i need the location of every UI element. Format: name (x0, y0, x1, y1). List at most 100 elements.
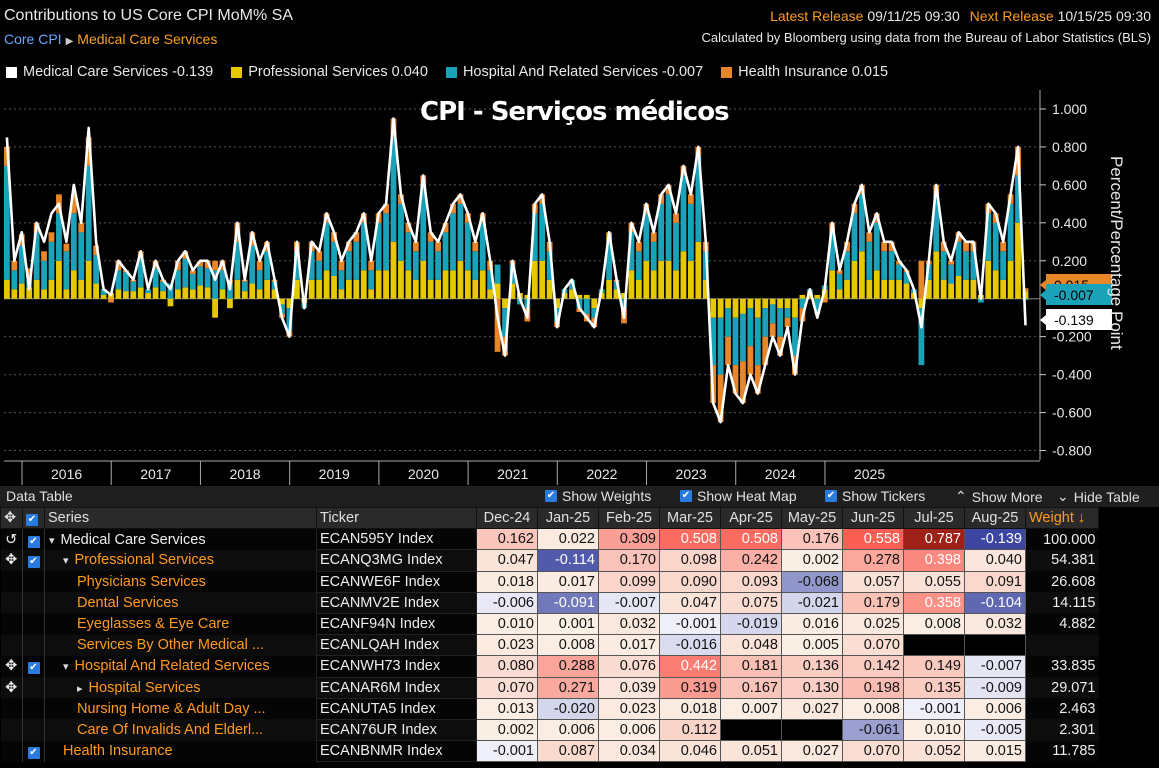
heat-cell[interactable]: 0.057 (842, 570, 904, 593)
heat-cell[interactable]: 0.398 (903, 549, 965, 572)
heat-cell[interactable]: 0.013 (476, 697, 538, 720)
heat-cell[interactable]: 0.027 (781, 740, 843, 763)
heat-cell[interactable] (781, 718, 843, 742)
row-action-icon[interactable]: ✥ (0, 549, 23, 572)
heat-cell[interactable]: 0.047 (476, 549, 538, 572)
heat-cell[interactable]: 0.006 (964, 697, 1026, 720)
series-name[interactable]: ▾ Medical Care Services (45, 529, 317, 550)
table-row[interactable]: Dental Services ECANMV2E Index -0.006 -0.09… (0, 591, 1099, 614)
heat-cell[interactable]: 0.319 (659, 676, 721, 699)
heat-cell[interactable]: 0.008 (903, 612, 965, 636)
heat-cell[interactable] (903, 634, 965, 657)
heat-cell[interactable]: 0.040 (964, 549, 1026, 572)
show-weights-toggle[interactable]: ✔ Show Weights (545, 488, 651, 504)
heat-cell[interactable]: 0.278 (842, 549, 904, 572)
table-row[interactable]: Care Of Invalids And Elderl... ECAN76UR I… (0, 718, 1099, 742)
heat-cell[interactable]: 0.508 (659, 528, 721, 551)
ticker[interactable]: ECANF94N Index (316, 612, 477, 636)
expand-icon[interactable]: ▾ (63, 661, 69, 674)
heat-cell[interactable]: -0.001 (903, 697, 965, 720)
heat-cell[interactable]: 0.099 (598, 570, 660, 593)
heat-cell[interactable]: 0.008 (537, 634, 599, 657)
table-row[interactable]: Eyeglasses & Eye Care ECANF94N Index 0.010… (0, 612, 1099, 636)
series-name[interactable]: Eyeglasses & Eye Care (45, 613, 317, 634)
heat-cell[interactable]: 0.052 (903, 740, 965, 763)
heat-cell[interactable]: 0.055 (903, 570, 965, 593)
table-row[interactable]: Services By Other Medical ... ECANLQAH In… (0, 634, 1099, 657)
hide-table-button[interactable]: ⌄ Hide Table (1057, 488, 1140, 505)
heat-cell[interactable]: -0.139 (964, 528, 1026, 551)
heat-cell[interactable]: 0.142 (842, 655, 904, 678)
heat-cell[interactable]: -0.020 (537, 697, 599, 720)
heat-cell[interactable]: 0.149 (903, 655, 965, 678)
row-checkbox[interactable]: ✔ (22, 655, 45, 677)
heat-cell[interactable]: 0.288 (537, 655, 599, 678)
heat-cell[interactable]: 0.002 (781, 549, 843, 572)
heat-cell[interactable]: 0.025 (842, 612, 904, 636)
col-ticker[interactable]: Ticker (316, 506, 477, 530)
heat-cell[interactable]: 0.046 (659, 740, 721, 763)
heat-cell[interactable]: 0.112 (659, 718, 721, 742)
row-checkbox[interactable]: ✔ (22, 528, 45, 550)
heat-cell[interactable]: 0.179 (842, 591, 904, 614)
row-checkbox[interactable] (22, 571, 45, 593)
ticker[interactable]: ECANWE6F Index (316, 570, 477, 593)
col-month[interactable]: Jan-25 (537, 506, 599, 530)
heat-cell[interactable]: -0.001 (659, 612, 721, 636)
heat-cell[interactable]: 0.023 (598, 697, 660, 720)
legend-item-professional[interactable]: Professional Services 0.040 (231, 64, 428, 80)
heat-cell[interactable]: 0.080 (476, 655, 538, 678)
heat-cell[interactable]: 0.242 (720, 549, 782, 572)
series-name[interactable]: ▾ Hospital And Related Services (45, 656, 317, 677)
heat-cell[interactable]: 0.007 (720, 697, 782, 720)
row-checkbox[interactable]: ✔ (22, 549, 45, 572)
row-action-icon[interactable]: ✥ (0, 677, 23, 699)
table-row[interactable]: Nursing Home & Adult Day ... ECANUTA5 Ind… (0, 697, 1099, 720)
heat-cell[interactable]: 0.358 (903, 591, 965, 614)
col-month[interactable]: Mar-25 (659, 506, 721, 530)
row-checkbox[interactable] (22, 677, 45, 699)
heat-cell[interactable]: 0.039 (598, 676, 660, 699)
expand-icon[interactable]: ▾ (63, 555, 69, 568)
table-row[interactable]: ↺ ✔ ▾ Medical Care Services ECAN595Y Index 0.… (0, 528, 1099, 551)
header-checkbox[interactable]: ✔ (22, 506, 45, 530)
heat-cell[interactable]: -0.068 (781, 570, 843, 593)
show-heat-map-toggle[interactable]: ✔ Show Heat Map (680, 488, 797, 504)
row-action-icon[interactable]: ↺ (0, 528, 23, 550)
heat-cell[interactable]: 0.018 (659, 697, 721, 720)
ticker[interactable]: ECANLQAH Index (316, 634, 477, 657)
heat-cell[interactable]: 0.006 (537, 718, 599, 742)
legend-item-hospital[interactable]: Hospital And Related Services -0.007 (445, 64, 703, 80)
legend-item-insurance[interactable]: Health Insurance 0.015 (721, 64, 888, 80)
col-series[interactable]: Series (44, 506, 317, 530)
heat-cell[interactable]: 0.170 (598, 549, 660, 572)
heat-cell[interactable]: 0.091 (964, 570, 1026, 593)
heat-cell[interactable]: 0.017 (537, 570, 599, 593)
heat-cell[interactable]: -0.016 (659, 634, 721, 657)
heat-cell[interactable]: -0.104 (964, 591, 1026, 614)
expand-icon[interactable]: ▸ (77, 682, 83, 695)
table-row[interactable]: ✔ Health Insurance ECANBNMR Index -0.001 0.0… (0, 740, 1099, 763)
show-more-button[interactable]: ⌃ Show More (955, 488, 1043, 505)
col-month[interactable]: Dec-24 (476, 506, 538, 530)
show-tickers-toggle[interactable]: ✔ Show Tickers (825, 488, 925, 504)
ticker[interactable]: ECANMV2E Index (316, 591, 477, 614)
heat-cell[interactable]: -0.114 (537, 549, 599, 572)
heat-cell[interactable]: 0.016 (781, 612, 843, 636)
heat-cell[interactable]: -0.007 (598, 591, 660, 614)
heat-cell[interactable]: -0.009 (964, 676, 1026, 699)
heat-cell[interactable]: 0.075 (720, 591, 782, 614)
heat-cell[interactable]: 0.130 (781, 676, 843, 699)
series-name[interactable]: Dental Services (45, 592, 317, 613)
row-action-icon[interactable] (0, 719, 23, 741)
heat-cell[interactable]: 0.048 (720, 634, 782, 657)
heat-cell[interactable]: 0.032 (964, 612, 1026, 636)
heat-cell[interactable]: 0.032 (598, 612, 660, 636)
table-row[interactable]: ✥ ✔ ▾ Hospital And Related Services ECANWH73… (0, 655, 1099, 678)
heat-cell[interactable] (964, 634, 1026, 657)
heat-cell[interactable]: 0.090 (659, 570, 721, 593)
heat-cell[interactable]: 0.010 (476, 612, 538, 636)
heat-cell[interactable]: 0.135 (903, 676, 965, 699)
heat-cell[interactable] (720, 718, 782, 742)
heat-cell[interactable]: 0.181 (720, 655, 782, 678)
